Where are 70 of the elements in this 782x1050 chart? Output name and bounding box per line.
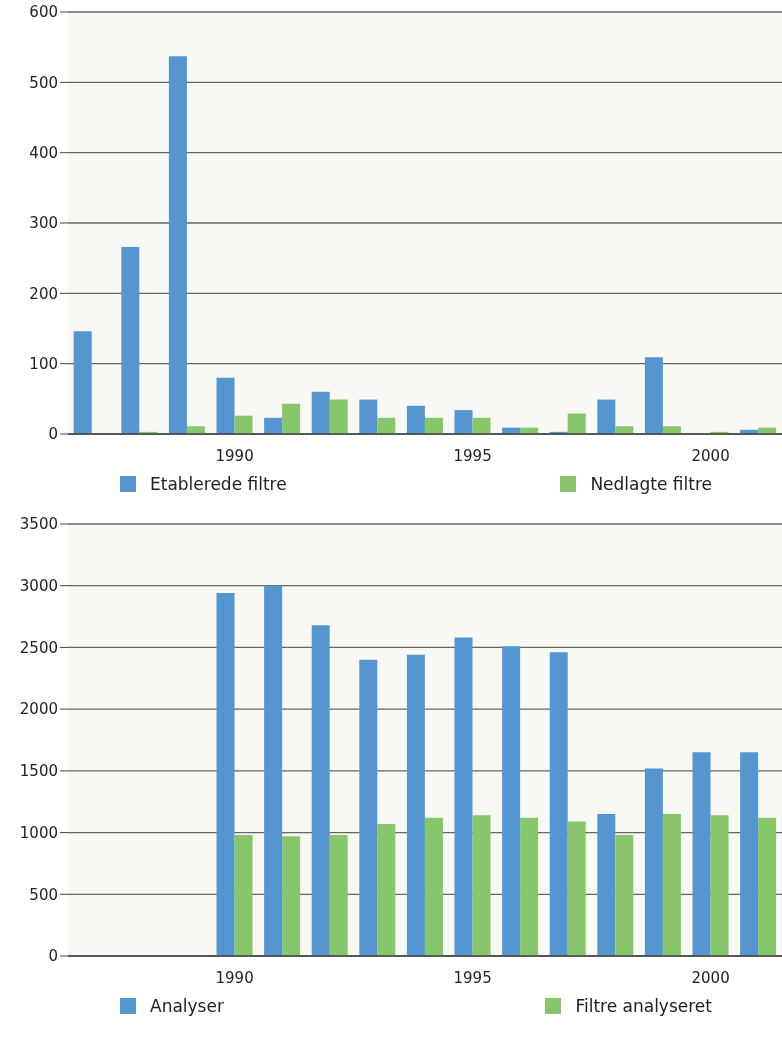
bar [597,399,616,434]
bar [644,357,663,434]
legend-label: Analyser [150,996,224,1016]
bar [264,585,283,956]
bar [168,56,187,434]
y-tick-label: 1000 [19,823,58,842]
bar [567,413,586,434]
bar [311,625,330,956]
y-tick-label: 100 [29,354,58,373]
y-tick-label: 3500 [19,515,58,534]
bar [377,823,396,956]
bar [216,593,235,956]
bar [692,752,711,956]
bar [424,817,443,956]
bar [329,835,348,956]
x-tick-label: 1995 [453,968,492,987]
bar [406,405,425,434]
bar [377,417,396,434]
bar [710,815,729,956]
bar [549,652,568,956]
bar [234,835,253,956]
bar [567,821,586,956]
bar [520,817,539,956]
bar [234,415,253,434]
bar [216,377,235,434]
x-tick-label: 1990 [215,968,254,987]
bar [472,815,491,956]
y-tick-label: 200 [29,284,58,303]
bar [615,835,634,956]
y-tick-label: 0 [48,425,58,444]
bar [186,426,205,434]
y-tick-label: 500 [29,885,58,904]
legend-label: Etablerede filtre [150,474,287,494]
bar [329,399,348,434]
bar [121,246,140,434]
bar [359,659,378,956]
y-tick-label: 500 [29,73,58,92]
bar [311,391,330,434]
bar [644,768,663,956]
bar [264,417,283,434]
bar [406,654,425,956]
bar [662,814,681,956]
bar [597,814,616,956]
bar [662,426,681,434]
y-tick-label: 0 [48,947,58,966]
bar [454,410,473,434]
bar [758,817,777,956]
bar [502,646,521,956]
y-tick-label: 1500 [19,762,58,781]
bar [73,331,92,434]
bar [359,399,378,434]
x-tick-label: 2000 [691,446,730,465]
bar [282,836,301,956]
x-tick-label: 1990 [215,446,254,465]
bar [740,752,759,956]
bar [282,403,301,434]
y-tick-label: 3000 [19,577,58,596]
legend-label: Filtre analyseret [575,996,712,1016]
bar [615,426,634,434]
y-tick-label: 2500 [19,638,58,657]
x-tick-label: 2000 [691,968,730,987]
y-tick-label: 400 [29,143,58,162]
y-tick-label: 600 [29,3,58,22]
y-tick-label: 300 [29,214,58,233]
y-tick-label: 2000 [19,700,58,719]
x-tick-label: 1995 [453,446,492,465]
bar [424,417,443,434]
bar [454,637,473,956]
bar [472,417,491,434]
legend-label: Nedlagte filtre [590,474,712,494]
